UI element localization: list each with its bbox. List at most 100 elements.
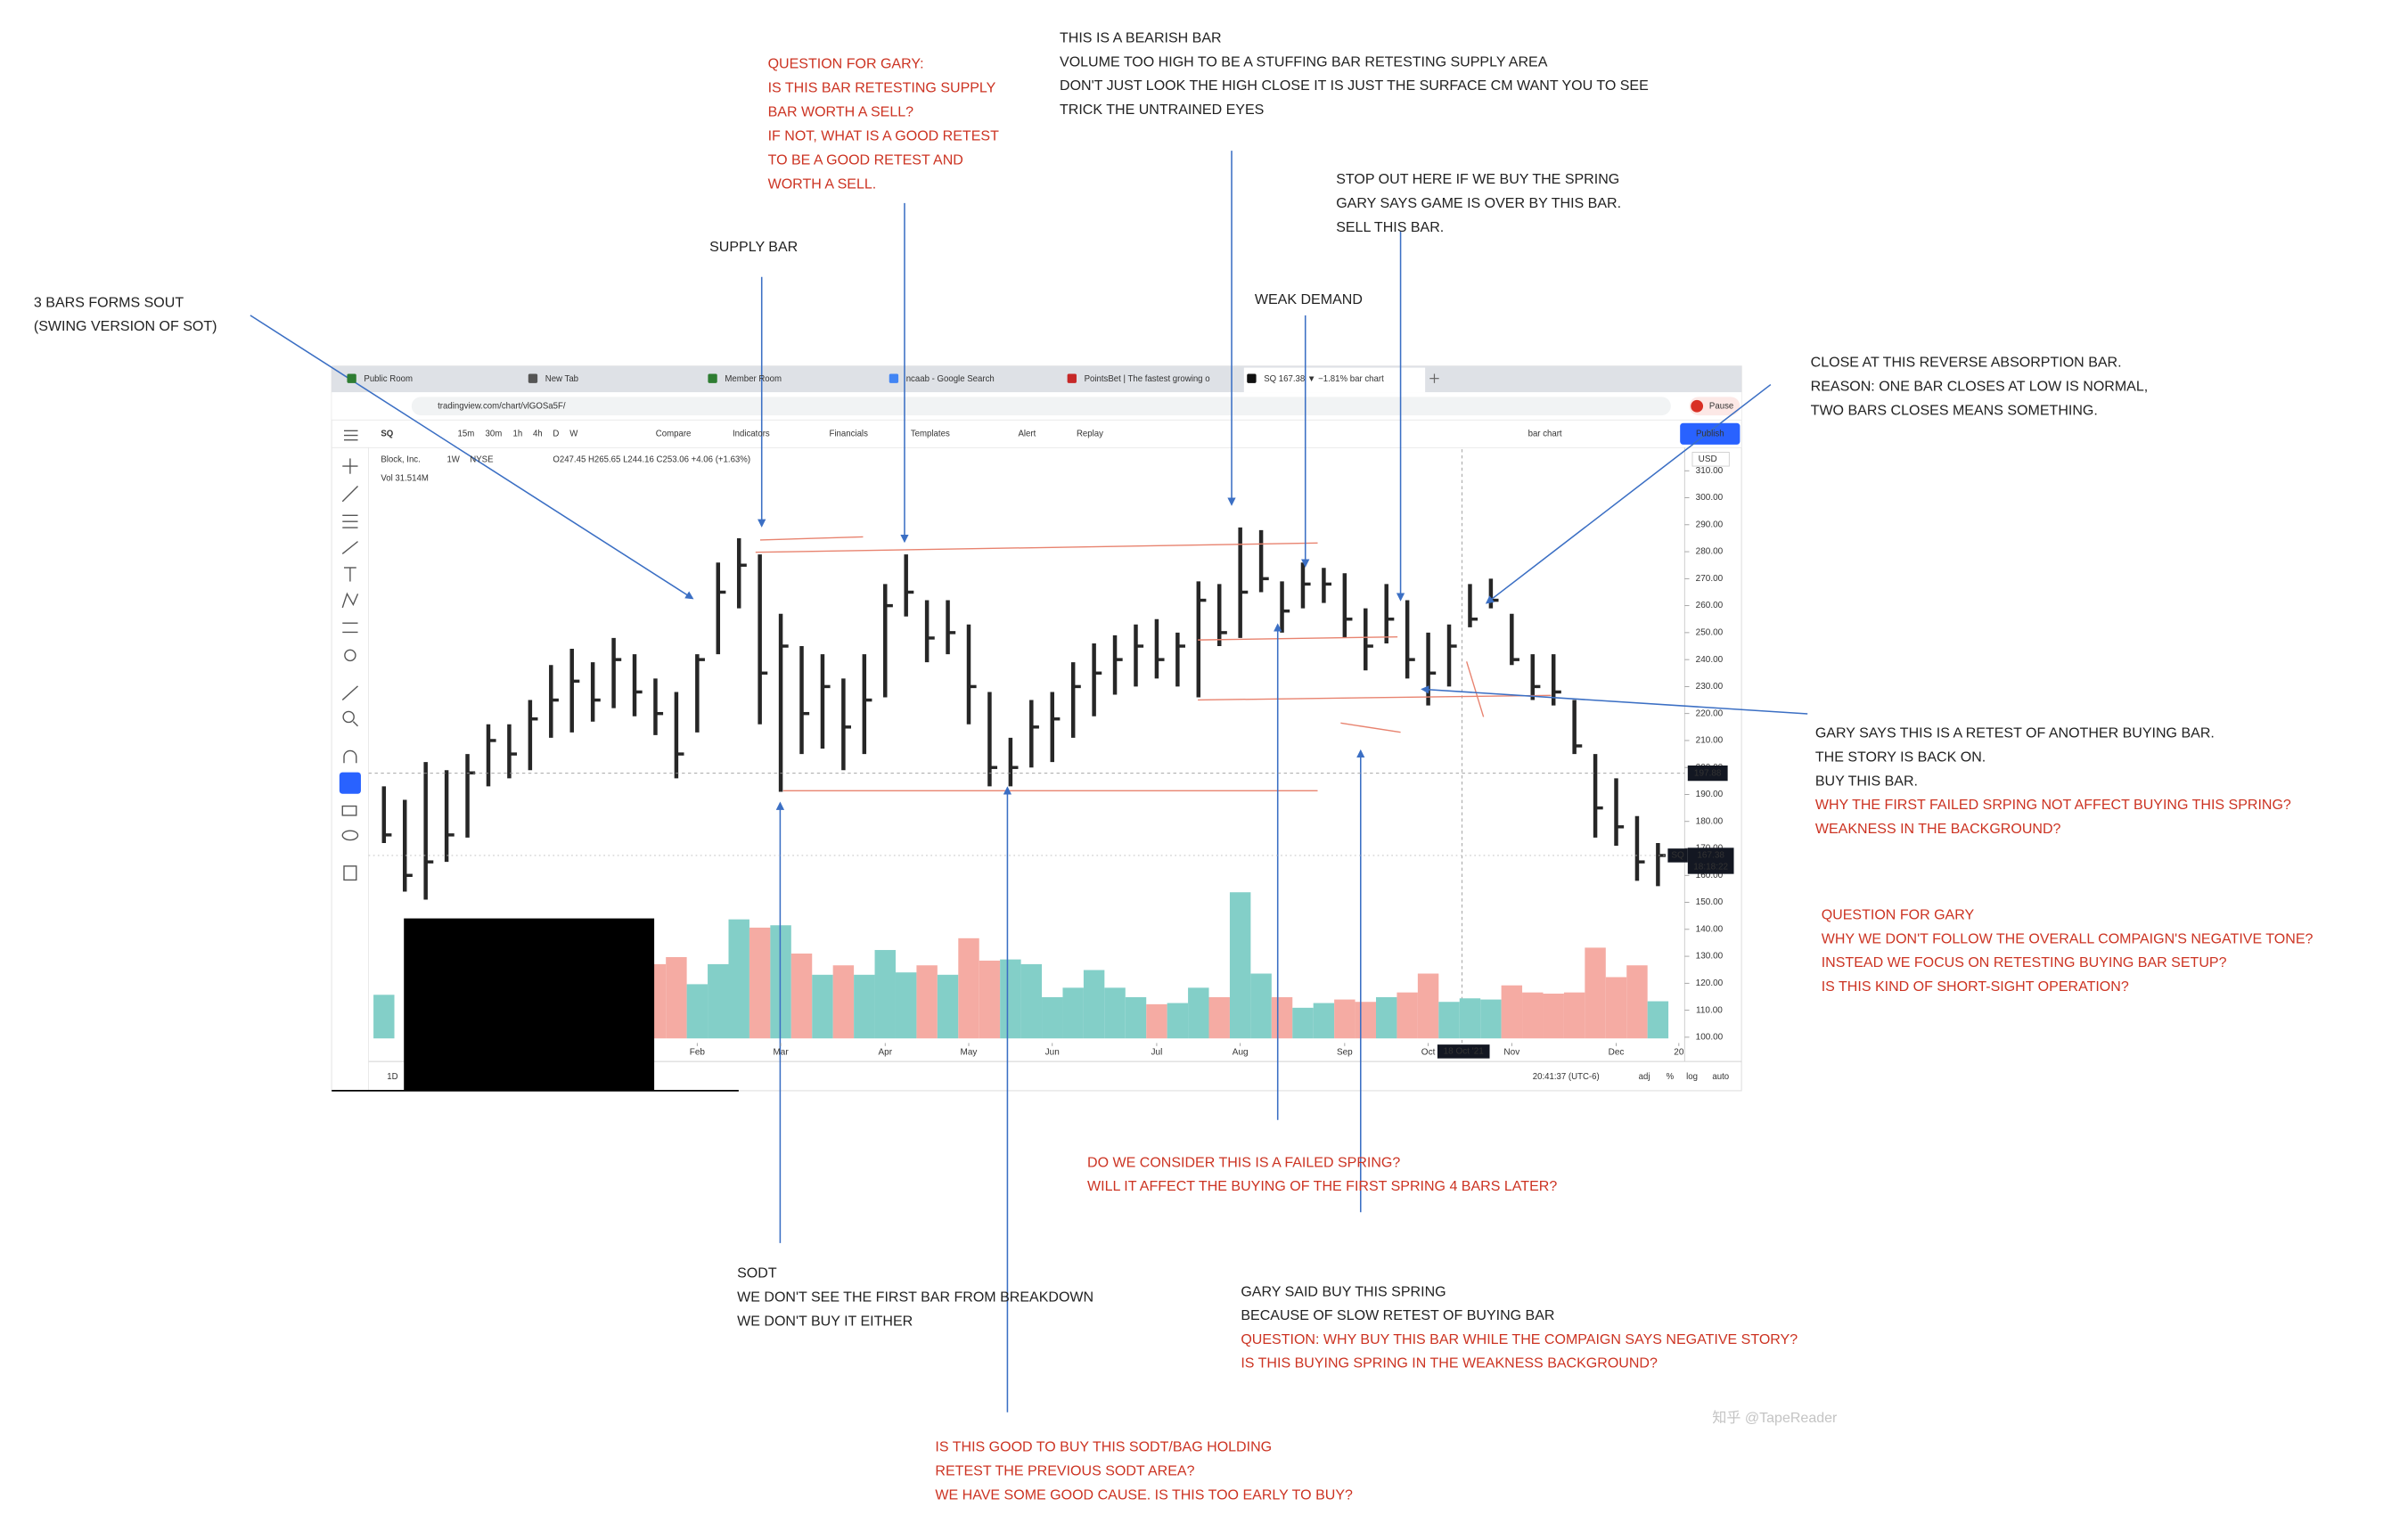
drawing-tools[interactable] [341,430,359,881]
x-tick-label: 20 [1674,1047,1684,1057]
annotation-text: GARY SAYS THIS IS A RETEST OF ANOTHER BU… [1815,725,2215,741]
annotation-text: GARY SAID BUY THIS SPRING [1241,1283,1446,1299]
volume-bar [1376,996,1397,1039]
volume-bar [1355,1002,1376,1039]
interval[interactable]: 15m [458,429,475,438]
y-tick-label: 220.00 [1696,708,1724,718]
annotation-text: QUESTION FOR GARY [1822,906,1975,922]
chart-style[interactable]: bar chart [1528,429,1562,438]
x-tick-label: Mar [773,1047,789,1057]
interval[interactable]: 1h [513,429,523,438]
tab-title[interactable]: SQ 167.38 ▼ −1.81% bar chart [1264,374,1384,384]
profile-label[interactable]: Pause [1709,401,1733,411]
symbol-tag: SQ [1671,851,1684,861]
annotation-text: WE HAVE SOME GOOD CAUSE. IS THIS TOO EAR… [935,1486,1353,1503]
y-tick-label: 110.00 [1696,1005,1723,1015]
publish-label[interactable]: Publish [1696,429,1724,438]
range[interactable]: 1D [387,1072,397,1082]
url[interactable]: tradingview.com/chart/vlGOSa5F/ [438,401,566,411]
y-tick-label: 160.00 [1696,871,1724,880]
annotation-text: BAR WORTH A SELL? [768,104,914,120]
toolbar-button[interactable]: Compare [656,429,692,438]
x-tick-label: Apr [878,1047,892,1057]
profile-chip[interactable] [1689,397,1740,416]
volume-bar [958,938,979,1039]
interval[interactable]: 4h [533,429,543,438]
scale-option[interactable]: auto [1712,1072,1729,1082]
annotation-text: WHY WE DON'T FOLLOW THE OVERALL COMPAIGN… [1822,930,2314,946]
scale-option[interactable]: % [1667,1072,1675,1082]
y-tick-label: 100.00 [1696,1033,1724,1043]
profile-avatar [1691,399,1704,413]
volume-bar [812,974,833,1039]
tab-title[interactable]: Public Room [364,374,413,384]
volume-bar [1271,996,1293,1039]
annotation-text: IS THIS BUYING SPRING IN THE WEAKNESS BA… [1241,1355,1658,1372]
interval[interactable]: D [553,429,559,438]
toolbar-button[interactable]: Indicators [733,429,770,438]
x-tick-label: Aug [1233,1047,1249,1057]
toolbar-button[interactable]: Replay [1077,429,1103,438]
annotation-text: QUESTION: WHY BUY THIS BAR WHILE THE COM… [1241,1331,1798,1347]
y-tick-label: 290.00 [1696,520,1724,529]
drawing-toolbar [331,446,370,1092]
legend-ohlc: O247.45 H265.65 L244.16 C253.06 +4.06 (+… [553,455,750,465]
y-tick-label: 230.00 [1696,682,1724,692]
scale-option[interactable]: adj [1639,1072,1650,1082]
y-tick-label: 300.00 [1696,493,1724,503]
volume-bar [1104,987,1126,1039]
annotation-text: SODT [737,1265,777,1281]
scale-option[interactable]: log [1686,1072,1698,1082]
watermark: 知乎 @TapeReader [1712,1410,1838,1426]
annotation-text: VOLUME TOO HIGH TO BE A STUFFING BAR RET… [1060,53,1548,70]
toolbar-button[interactable]: Financials [830,429,869,438]
x-tick-label: Jul [1151,1047,1163,1057]
publish-button[interactable] [1680,422,1740,445]
volume-bar [1522,992,1544,1039]
tab-title[interactable]: Member Room [725,374,782,384]
legend-name: Block, Inc. [381,455,420,465]
active-tool[interactable] [339,772,361,794]
x-tick-label: Nov [1503,1047,1519,1057]
interval[interactable]: W [569,429,578,438]
url-field[interactable] [411,397,1671,416]
tab-title[interactable]: ncaab - Google Search [906,374,995,384]
annotation-text: IS THIS KIND OF SHORT-SIGHT OPERATION? [1822,978,2129,995]
countdown: 18:18:22 [1693,863,1728,872]
chart-toolbar [331,419,1742,448]
x-tick-label: Oct [1421,1047,1436,1057]
annotation-text: INSTEAD WE FOCUS ON RETESTING BUYING BAR… [1822,954,2227,970]
volume-bar [874,950,896,1039]
new-tab-icon[interactable] [1429,373,1439,383]
volume-bar [790,954,813,1039]
tab-title[interactable]: PointsBet | The fastest growing o [1085,374,1210,384]
currency-box [1691,452,1730,467]
tab-favicon [708,373,717,383]
symbol[interactable]: SQ [381,429,393,438]
toolbar-button[interactable]: Alert [1018,429,1036,438]
annotation-text: THE STORY IS BACK ON. [1815,749,1986,766]
tab-favicon [889,373,899,383]
annotation-text: TWO BARS CLOSES MEANS SOMETHING. [1811,402,2098,418]
toolbar-button[interactable]: Templates [911,429,950,438]
volume-bar [1313,1003,1335,1039]
annotation-text: CLOSE AT THIS REVERSE ABSORPTION BAR. [1811,355,2122,371]
volume-bar [1605,977,1627,1039]
volume-bar [916,965,938,1039]
interval[interactable]: 30m [486,429,503,438]
volume-bar [1250,973,1272,1039]
active-tab [1243,367,1426,393]
annotation-text: TO BE A GOOD RETEST AND [768,151,963,168]
volume-bar [1501,985,1523,1039]
tab-title[interactable]: New Tab [545,374,578,384]
y-tick-label: 180.00 [1696,816,1724,826]
tab-favicon [1067,373,1077,383]
annotation-text: IS THIS BAR RETESTING SUPPLY [768,80,996,96]
y-tick-label: 190.00 [1696,790,1724,799]
volume-bar [1083,970,1105,1039]
annotation-text: THIS IS A BEARISH BAR [1060,29,1222,45]
annotation-text: IS THIS GOOD TO BUY THIS SODT/BAG HOLDIN… [935,1439,1272,1455]
symbol-tag-box [1667,848,1688,863]
